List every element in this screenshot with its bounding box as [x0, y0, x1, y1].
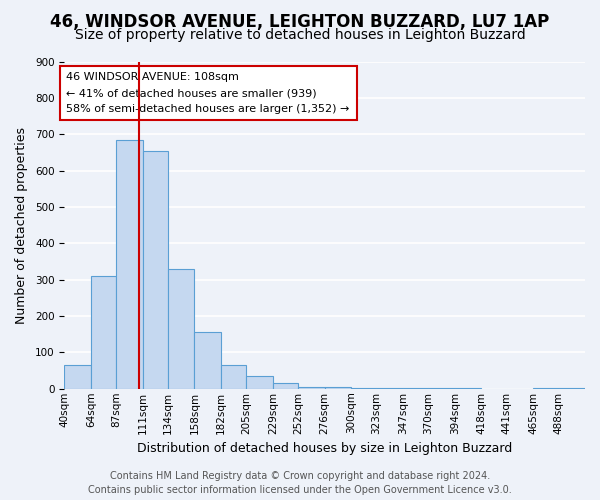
- Bar: [247, 376, 273, 389]
- Bar: [351, 388, 376, 389]
- X-axis label: Distribution of detached houses by size in Leighton Buzzard: Distribution of detached houses by size …: [137, 442, 512, 455]
- Y-axis label: Number of detached properties: Number of detached properties: [15, 126, 28, 324]
- Text: Contains HM Land Registry data © Crown copyright and database right 2024.
Contai: Contains HM Land Registry data © Crown c…: [88, 471, 512, 495]
- Bar: [143, 150, 168, 389]
- Bar: [221, 365, 247, 389]
- Bar: [91, 276, 116, 389]
- Bar: [533, 388, 559, 389]
- Text: 46, WINDSOR AVENUE, LEIGHTON BUZZARD, LU7 1AP: 46, WINDSOR AVENUE, LEIGHTON BUZZARD, LU…: [50, 12, 550, 30]
- Bar: [116, 140, 143, 389]
- Bar: [298, 387, 325, 389]
- Bar: [325, 387, 351, 389]
- Bar: [273, 384, 298, 389]
- Text: Size of property relative to detached houses in Leighton Buzzard: Size of property relative to detached ho…: [74, 28, 526, 42]
- Text: 46 WINDSOR AVENUE: 108sqm
← 41% of detached houses are smaller (939)
58% of semi: 46 WINDSOR AVENUE: 108sqm ← 41% of detac…: [67, 72, 350, 114]
- Bar: [168, 269, 194, 389]
- Bar: [194, 332, 221, 389]
- Bar: [64, 365, 91, 389]
- Bar: [376, 388, 403, 389]
